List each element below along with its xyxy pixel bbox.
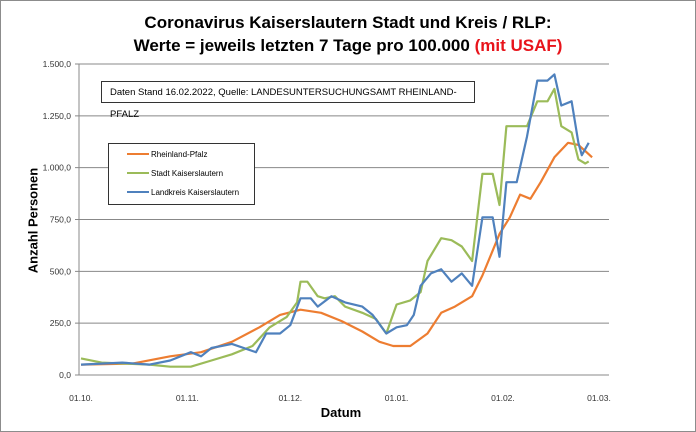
- y-tick-label: 1.500,0: [43, 59, 72, 69]
- chart-title-line2: Werte = jeweils letzten 7 Tage pro 100.0…: [1, 36, 695, 56]
- x-tick-label: 01.01.: [385, 393, 409, 403]
- title-highlight: (mit USAF): [474, 36, 563, 55]
- series-line-3: [80, 73, 590, 366]
- y-axis-label: Anzahl Personen: [25, 167, 41, 274]
- legend-item-landkreis: Landkreis Kaiserslautern: [127, 187, 239, 197]
- legend-label: Rheinland-Pfalz: [151, 149, 208, 159]
- x-tick-label: 01.12.: [278, 393, 302, 403]
- legend-label: Stadt Kaiserslautern: [151, 168, 224, 178]
- series-line-2: [80, 87, 590, 368]
- data-source-note: Daten Stand 16.02.2022, Quelle: LANDESUN…: [101, 81, 475, 120]
- legend-item-stadt: Stadt Kaiserslautern: [127, 168, 223, 178]
- y-tick-label: 500,0: [50, 266, 72, 276]
- chart-title-line1: Coronavirus Kaiserslautern Stadt und Kre…: [144, 13, 552, 32]
- y-tick-label: 1.000,0: [43, 163, 72, 173]
- x-tick-label: 01.03.: [587, 393, 611, 403]
- x-tick-label: 01.10.: [69, 393, 93, 403]
- y-tick-label: 1.250,0: [43, 111, 72, 121]
- legend: Rheinland-Pfalz Stadt Kaiserslautern Lan…: [108, 143, 255, 205]
- y-tick-label: 750,0: [50, 215, 72, 225]
- legend-label: Landkreis Kaiserslautern: [151, 187, 240, 197]
- legend-swatch: [127, 191, 149, 193]
- y-tick-label: 250,0: [50, 318, 72, 328]
- x-axis-label: Datum: [320, 405, 362, 420]
- legend-swatch: [127, 153, 149, 155]
- title-main: Werte = jeweils letzten 7 Tage pro 100.0…: [133, 36, 475, 55]
- y-tick-label: 0,0: [59, 370, 71, 380]
- x-tick-label: 01.02.: [491, 393, 515, 403]
- legend-item-rlp: Rheinland-Pfalz: [127, 149, 207, 159]
- x-tick-label: 01.11.: [176, 393, 199, 403]
- series-line-1: [80, 141, 593, 366]
- legend-swatch: [127, 172, 149, 174]
